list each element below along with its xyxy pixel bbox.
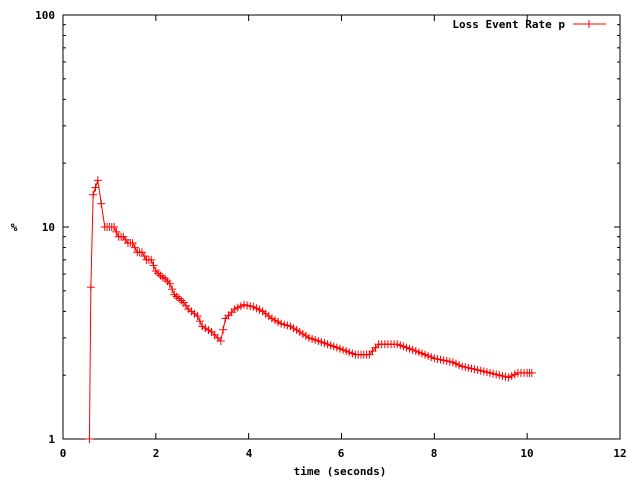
y-axis-title: % xyxy=(11,221,18,234)
y-tick-label-1: 1 xyxy=(48,433,55,446)
x-tick-label-2: 2 xyxy=(153,447,160,460)
x-tick-label-0: 0 xyxy=(60,447,67,460)
plot-frame xyxy=(62,14,621,440)
series-markers xyxy=(85,176,536,443)
x-tick-label-12: 12 xyxy=(613,447,626,460)
x-tick-label-8: 8 xyxy=(431,447,438,460)
x-tick-label-4: 4 xyxy=(246,447,253,460)
x-tick-label-6: 6 xyxy=(338,447,345,460)
minor-ticks xyxy=(63,24,620,440)
y-tick-label-10: 10 xyxy=(42,221,55,234)
y-tick-label-100: 100 xyxy=(35,9,55,22)
legend-line-icon xyxy=(573,20,606,28)
x-tick-label-10: 10 xyxy=(520,447,533,460)
legend-label: Loss Event Rate p xyxy=(452,18,565,31)
major-ticks xyxy=(62,15,621,439)
series-line-loss-event-rate xyxy=(88,180,532,440)
x-axis-title: time (seconds) xyxy=(294,465,387,478)
